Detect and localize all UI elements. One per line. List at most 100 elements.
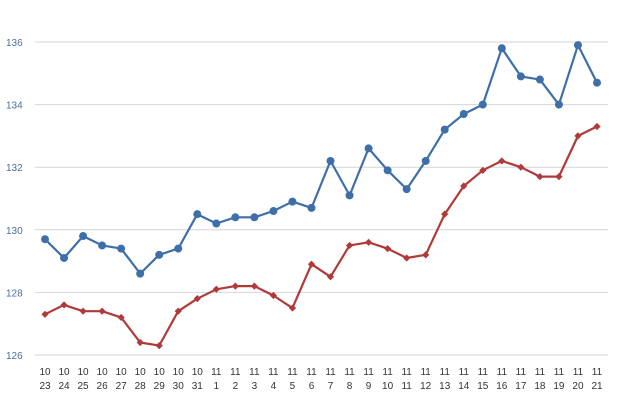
x-tick-label-day: 14 xyxy=(458,381,470,392)
x-tick-label-month: 11 xyxy=(573,367,584,378)
x-tick-label-day: 29 xyxy=(154,381,166,392)
data-point xyxy=(478,100,487,109)
series-line xyxy=(44,125,598,347)
data-point xyxy=(402,185,411,194)
x-tick-label-month: 10 xyxy=(58,367,70,378)
data-point xyxy=(41,235,49,244)
data-point xyxy=(459,109,468,118)
data-point xyxy=(479,166,487,174)
y-tick-label: 130 xyxy=(6,226,23,237)
data-point xyxy=(497,44,506,53)
data-point xyxy=(231,282,239,290)
y-axis-ticks: 126 128 130 132 134 136 xyxy=(6,38,23,362)
x-tick-label-day: 9 xyxy=(366,381,372,392)
data-point xyxy=(269,291,278,300)
x-tick-label-month: 11 xyxy=(287,367,298,378)
x-tick-label-day: 20 xyxy=(572,381,584,392)
data-point xyxy=(573,41,582,50)
x-tick-label-month: 11 xyxy=(325,367,336,378)
x-tick-label-month: 11 xyxy=(211,367,222,378)
x-tick-label-day: 27 xyxy=(116,381,128,392)
data-point xyxy=(345,241,354,250)
x-tick-label-month: 11 xyxy=(230,367,241,378)
x-tick-label-month: 10 xyxy=(39,367,51,378)
x-tick-label-day: 1 xyxy=(214,381,220,392)
x-tick-label-day: 21 xyxy=(591,381,603,392)
data-point xyxy=(269,207,278,216)
data-point xyxy=(155,250,164,259)
data-point xyxy=(593,78,601,87)
data-point xyxy=(212,285,220,293)
x-tick-label-day: 18 xyxy=(534,381,546,392)
x-tick-label-month: 11 xyxy=(344,367,355,378)
data-point xyxy=(403,254,411,262)
x-tick-label-month: 11 xyxy=(459,367,470,378)
y-tick-label: 136 xyxy=(6,38,23,49)
x-tick-label-day: 28 xyxy=(135,381,147,392)
x-tick-label-month: 11 xyxy=(249,367,260,378)
data-point xyxy=(98,241,107,250)
x-tick-label-month: 11 xyxy=(382,367,393,378)
x-tick-label-day: 19 xyxy=(553,381,565,392)
data-point xyxy=(345,191,354,200)
x-tick-label-month: 11 xyxy=(440,367,451,378)
data-point xyxy=(174,307,182,315)
data-point xyxy=(326,273,335,281)
data-point xyxy=(383,166,392,175)
x-tick-label-month: 11 xyxy=(497,367,508,378)
x-tick-label-month: 11 xyxy=(554,367,565,378)
data-point xyxy=(79,307,87,315)
x-tick-label-day: 11 xyxy=(401,381,412,392)
x-tick-label-day: 30 xyxy=(173,381,185,392)
x-tick-label-day: 25 xyxy=(78,381,90,392)
data-point xyxy=(555,172,563,181)
data-point xyxy=(155,342,163,350)
x-axis-ticks: 1023102410251026102710281029103010311111… xyxy=(39,367,603,392)
x-tick-label-day: 17 xyxy=(515,381,527,392)
data-point xyxy=(174,244,183,253)
data-point xyxy=(460,182,468,190)
x-tick-label-month: 11 xyxy=(516,367,527,378)
x-tick-label-month: 10 xyxy=(192,367,204,378)
data-point xyxy=(307,203,316,212)
data-point xyxy=(574,132,582,140)
x-tick-label-month: 11 xyxy=(401,367,412,378)
x-tick-label-month: 11 xyxy=(363,367,374,378)
data-point xyxy=(422,251,430,259)
series-layer xyxy=(41,41,601,350)
data-point xyxy=(535,75,544,84)
y-tick-label: 134 xyxy=(6,101,23,112)
data-point xyxy=(517,163,525,171)
x-tick-label-month: 10 xyxy=(135,367,147,378)
x-tick-label-month: 10 xyxy=(97,367,109,378)
data-point xyxy=(554,100,563,109)
data-point xyxy=(593,122,601,131)
data-point xyxy=(307,260,316,268)
x-tick-label-day: 2 xyxy=(233,381,239,392)
x-tick-label-month: 10 xyxy=(78,367,90,378)
data-point xyxy=(421,156,430,165)
data-point xyxy=(212,219,221,228)
data-point xyxy=(326,156,335,165)
y-tick-label: 132 xyxy=(6,163,23,174)
data-point xyxy=(364,144,373,153)
x-tick-label-day: 12 xyxy=(420,381,432,392)
data-point xyxy=(136,269,145,278)
data-point xyxy=(231,213,240,222)
x-tick-label-day: 4 xyxy=(271,381,277,392)
x-tick-label-day: 16 xyxy=(496,381,508,392)
series-1 xyxy=(41,41,601,278)
x-tick-label-month: 10 xyxy=(116,367,128,378)
grid-layer xyxy=(35,41,608,356)
x-tick-label-month: 11 xyxy=(306,367,317,378)
data-point xyxy=(440,125,449,134)
series-line xyxy=(44,43,598,275)
data-point xyxy=(117,244,126,253)
x-tick-label-month: 10 xyxy=(154,367,166,378)
data-point xyxy=(441,210,449,218)
data-point xyxy=(193,295,201,303)
x-tick-label-month: 11 xyxy=(268,367,279,378)
x-tick-label-day: 5 xyxy=(290,381,296,392)
x-tick-label-day: 24 xyxy=(58,381,70,392)
